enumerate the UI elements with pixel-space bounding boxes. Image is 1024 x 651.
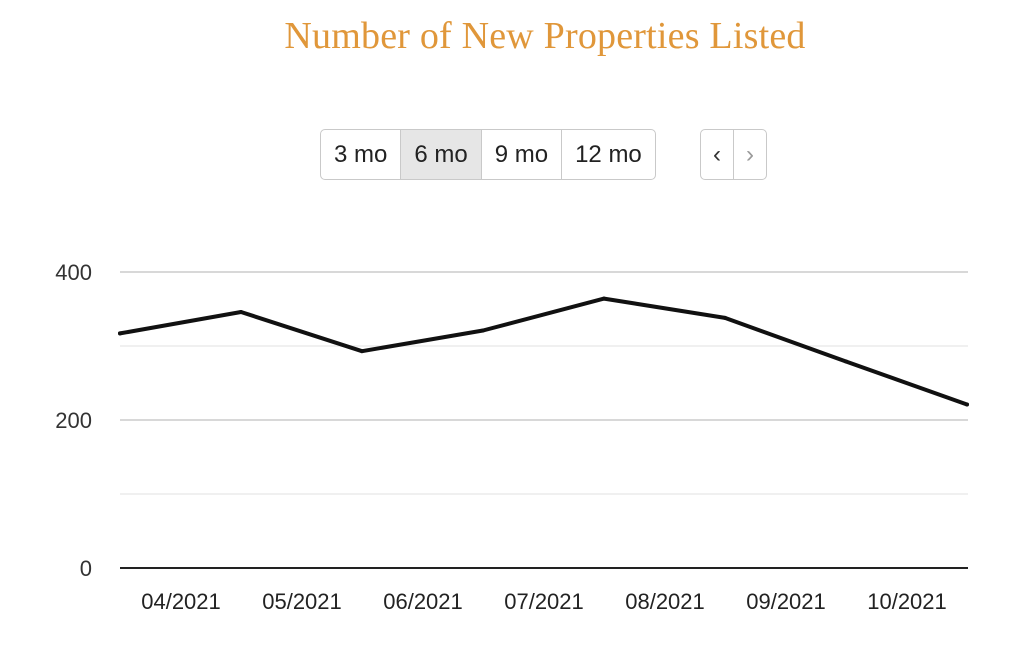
next-period-button[interactable]: › bbox=[733, 130, 766, 179]
x-tick-label: 04/2021 bbox=[141, 589, 221, 614]
data-point bbox=[602, 296, 606, 301]
x-tick-label: 06/2021 bbox=[383, 589, 463, 614]
data-point bbox=[965, 402, 969, 407]
range-12mo-button[interactable]: 12 mo bbox=[575, 141, 642, 168]
chart-title: Number of New Properties Listed bbox=[284, 15, 806, 57]
range-3mo-button[interactable]: 3 mo bbox=[321, 130, 402, 179]
range-6mo-button[interactable]: 6 mo bbox=[401, 130, 482, 179]
data-point bbox=[360, 349, 364, 354]
data-point bbox=[723, 315, 727, 320]
y-tick-label: 0 bbox=[80, 556, 92, 581]
x-tick-label: 08/2021 bbox=[625, 589, 705, 614]
data-point bbox=[481, 328, 485, 333]
series-line bbox=[118, 296, 969, 407]
x-tick-label: 05/2021 bbox=[262, 589, 342, 614]
y-tick-label: 400 bbox=[55, 260, 92, 285]
period-nav: ‹ › bbox=[700, 129, 767, 180]
chevron-left-icon: ‹ bbox=[713, 141, 721, 168]
x-tick-label: 09/2021 bbox=[746, 589, 826, 614]
data-point bbox=[239, 309, 243, 314]
data-point bbox=[844, 359, 848, 364]
prev-period-button[interactable]: ‹ bbox=[701, 130, 733, 179]
y-tick-label: 200 bbox=[55, 408, 92, 433]
chevron-right-icon: › bbox=[746, 141, 754, 168]
time-range-selector: 3 mo 6 mo 9 mo 12 mo bbox=[320, 129, 656, 180]
x-tick-label: 07/2021 bbox=[504, 589, 584, 614]
x-tick-label: 10/2021 bbox=[867, 589, 947, 614]
range-9mo-button[interactable]: 9 mo bbox=[482, 130, 563, 179]
data-point bbox=[118, 331, 122, 336]
